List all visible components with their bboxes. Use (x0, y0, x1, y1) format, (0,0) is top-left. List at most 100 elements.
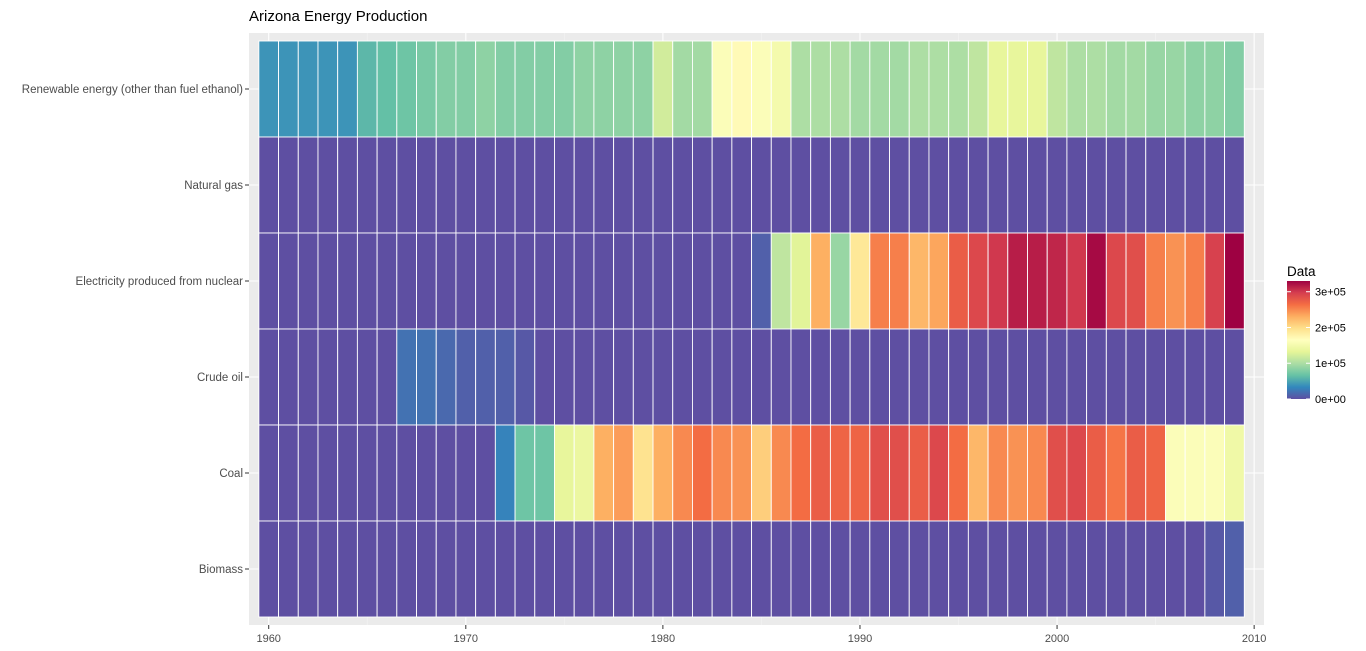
heatmap-tile (770, 40, 792, 138)
heatmap-tile (317, 424, 339, 522)
heatmap-tile (396, 136, 417, 234)
heatmap-tile (652, 136, 674, 234)
heatmap-tile (849, 328, 871, 426)
heatmap-tile (829, 520, 851, 618)
heatmap-tile (770, 424, 792, 522)
heatmap-tile (337, 424, 358, 522)
heatmap-tile (416, 136, 437, 234)
x-tick-label: 1970 (454, 633, 478, 645)
heatmap-tile (613, 40, 634, 138)
heatmap-tile (1145, 328, 1166, 426)
heatmap-tile (810, 520, 831, 618)
heatmap-tile (494, 40, 516, 138)
x-tick-label: 2010 (1242, 633, 1266, 645)
heatmap-tile (711, 40, 733, 138)
heatmap-tile (376, 136, 398, 234)
heatmap-tile (652, 520, 674, 618)
heatmap-tile (869, 136, 890, 234)
heatmap-tile (258, 520, 280, 618)
heatmap-tile (593, 136, 615, 234)
legend: Data 0e+00 1e+05 2e+05 3e+05 (1287, 264, 1346, 406)
heatmap-tile (376, 424, 398, 522)
heatmap-tile (632, 328, 654, 426)
heatmap-tile (613, 328, 634, 426)
heatmap-tile (652, 328, 674, 426)
heatmap-tile (889, 520, 910, 618)
heatmap-tile (435, 424, 457, 522)
heatmap-tile (751, 232, 772, 330)
heatmap-tile (751, 424, 772, 522)
heatmap-tile (889, 40, 910, 138)
heatmap-tile (554, 136, 575, 234)
heatmap-tile (278, 520, 299, 618)
heatmap-tile (337, 136, 358, 234)
heatmap-tile (1125, 520, 1147, 618)
heatmap-tile (632, 40, 654, 138)
heatmap-tile (356, 424, 378, 522)
heatmap-tile (1086, 232, 1107, 330)
heatmap-tile (534, 136, 555, 234)
heatmap-tile (1224, 424, 1245, 522)
heatmap-tile (672, 232, 693, 330)
heatmap-tile (534, 424, 555, 522)
heatmap-tile (987, 520, 1009, 618)
heatmap-tile (928, 136, 950, 234)
heatmap-tile (337, 520, 358, 618)
heatmap-tile (790, 40, 812, 138)
heatmap-tile (494, 232, 516, 330)
heatmap-tile (534, 520, 555, 618)
heatmap-tile (1007, 424, 1028, 522)
heatmap-tile (554, 40, 575, 138)
x-tick-label: 1990 (848, 633, 872, 645)
heatmap-tile (1007, 232, 1028, 330)
heatmap-tile (790, 328, 812, 426)
heatmap-tile (849, 136, 871, 234)
heatmap-tile (435, 520, 457, 618)
heatmap-tile (1105, 232, 1127, 330)
heatmap-tile (849, 520, 871, 618)
heatmap-tile (435, 40, 457, 138)
heatmap-tile (613, 232, 634, 330)
heatmap-tile (356, 40, 378, 138)
heatmap-tile (987, 328, 1009, 426)
y-tick-label: Electricity produced from nuclear (76, 276, 244, 288)
heatmap-tile (948, 136, 969, 234)
heatmap-tile (829, 232, 851, 330)
heatmap-tile (652, 232, 674, 330)
heatmap-tile (396, 328, 417, 426)
heatmap-tile (672, 520, 693, 618)
heatmap-tile (475, 232, 496, 330)
heatmap-tile (376, 232, 398, 330)
heatmap-tile (908, 424, 930, 522)
heatmap-tile (1165, 424, 1186, 522)
heatmap-tile (514, 136, 536, 234)
heatmap-tile (593, 424, 615, 522)
heatmap-tile (987, 232, 1009, 330)
heatmap-tile (770, 520, 792, 618)
heatmap-tile (928, 232, 950, 330)
heatmap-tile (672, 40, 693, 138)
heatmap-tile (356, 136, 378, 234)
y-axis: Renewable energy (other than fuel ethano… (22, 84, 249, 576)
heatmap-tile (1184, 40, 1206, 138)
heatmap-tile (494, 520, 516, 618)
heatmap-tile (928, 328, 950, 426)
heatmap-tile (1165, 328, 1186, 426)
heatmap-tile (1105, 40, 1127, 138)
heatmap-tile (869, 328, 890, 426)
heatmap-tile (317, 520, 339, 618)
heatmap-tile (435, 136, 457, 234)
heatmap-tile (711, 232, 733, 330)
heatmap-tile (337, 232, 358, 330)
x-tick-label: 2000 (1045, 633, 1069, 645)
heatmap-tile (1086, 40, 1107, 138)
heatmap-tile (829, 424, 851, 522)
heatmap-tile (1145, 520, 1166, 618)
heatmap-tile (869, 40, 890, 138)
heatmap-tile (691, 424, 713, 522)
heatmap-tile (1046, 40, 1068, 138)
heatmap-tile (987, 136, 1009, 234)
x-axis: 1960 1970 1980 1990 2000 2010 (256, 625, 1266, 645)
heatmap-tile (376, 328, 398, 426)
heatmap-tile (297, 328, 319, 426)
